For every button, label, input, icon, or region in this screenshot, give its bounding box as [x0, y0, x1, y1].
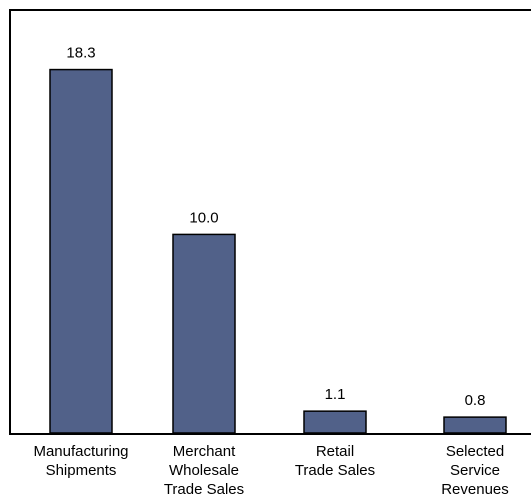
plot-frame: [9, 9, 531, 435]
category-label-4-line-2: Service: [450, 462, 500, 479]
category-label-2-line-3: Trade Sales: [164, 481, 244, 498]
bar-3: [303, 410, 367, 434]
bar-1: [49, 68, 113, 434]
bar-4: [443, 416, 507, 434]
bars-group: [49, 68, 507, 434]
category-label-3-line-2: Trade Sales: [295, 462, 375, 479]
category-labels-group: Manufacturing Shipments Merchant Wholesale T…: [33, 443, 508, 498]
category-label-2-line-2: Wholesale: [169, 462, 239, 479]
value-labels-group: 18.3 10.0 1.1 0.8: [66, 45, 485, 410]
category-label-2-line-1: Merchant: [173, 443, 236, 460]
value-label-2: 10.0: [189, 209, 218, 226]
category-label-3-line-1: Retail: [316, 443, 354, 460]
category-label-4-line-1: Selected: [446, 443, 504, 460]
bar-2: [172, 233, 236, 434]
value-label-4: 0.8: [465, 392, 486, 409]
category-label-4-line-3: Revenues: [441, 481, 509, 498]
category-label-1-line-1: Manufacturing: [33, 443, 128, 460]
value-label-1: 18.3: [66, 45, 95, 62]
value-label-3: 1.1: [325, 386, 346, 403]
category-label-1-line-2: Shipments: [46, 462, 117, 479]
